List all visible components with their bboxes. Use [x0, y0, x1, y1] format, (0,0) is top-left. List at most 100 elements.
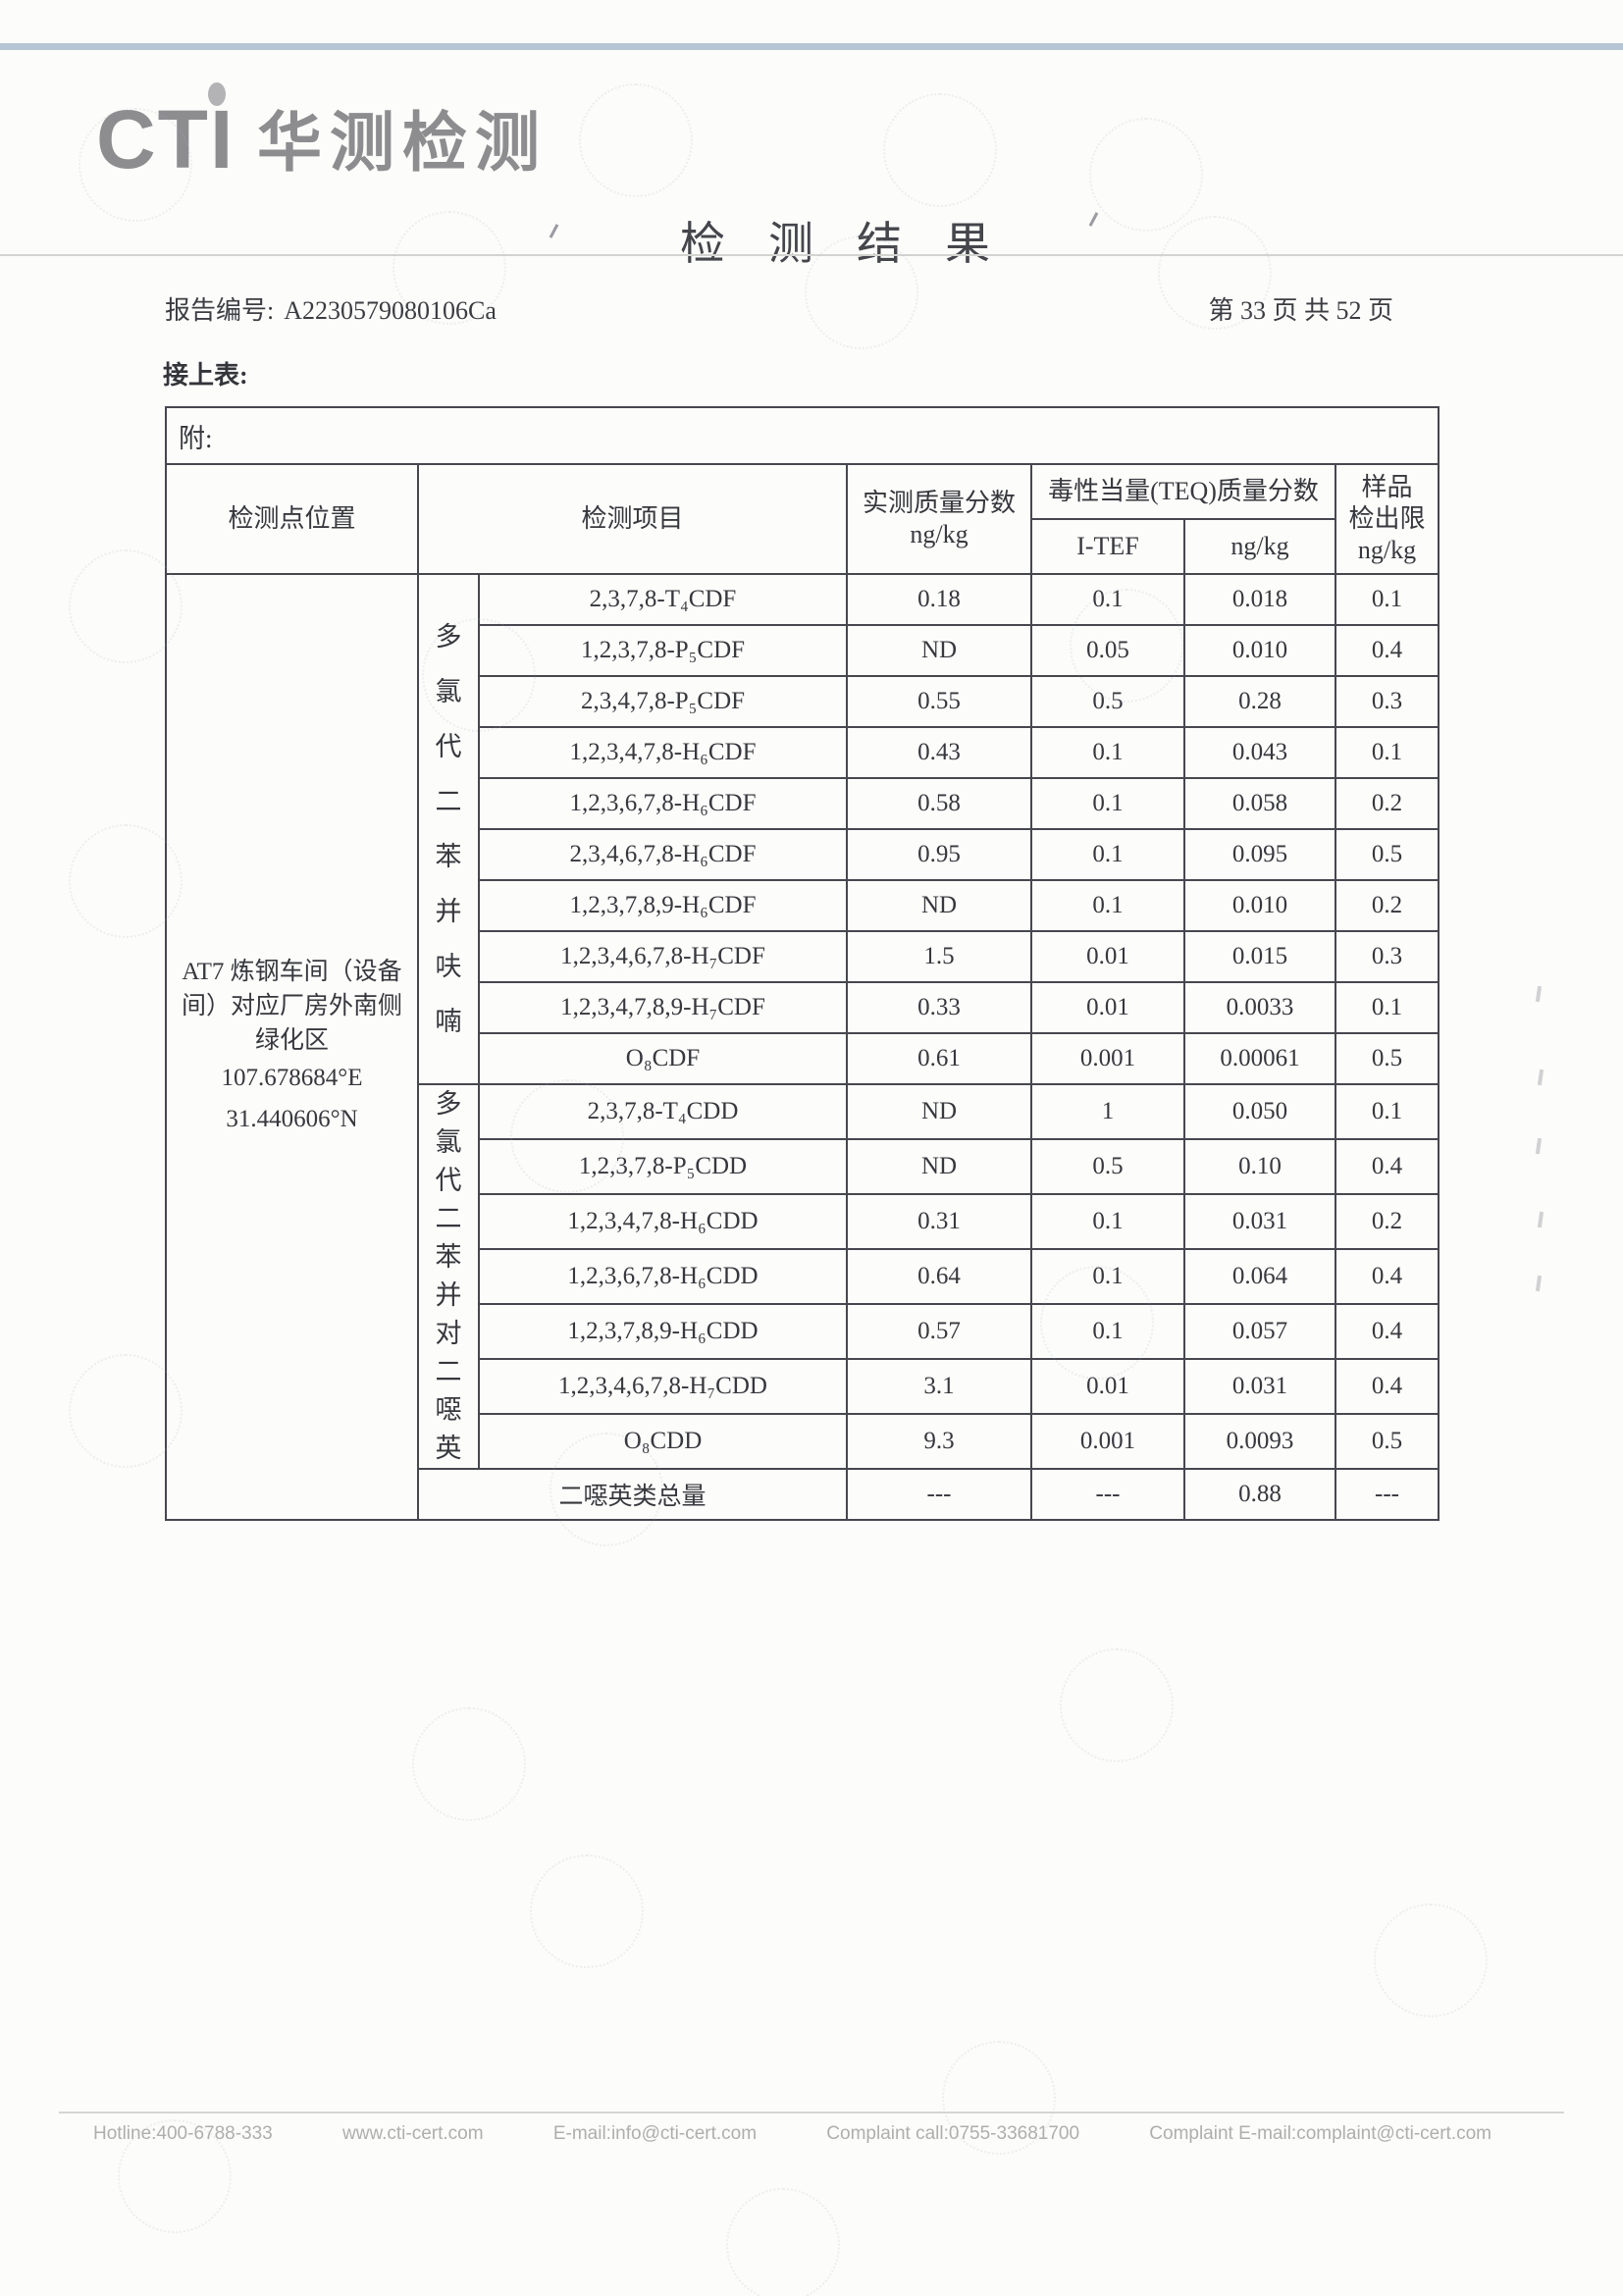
teq-value: 0.058	[1183, 777, 1336, 830]
watermark-stamp	[510, 1079, 624, 1193]
limit-value: 0.5	[1334, 1413, 1440, 1470]
itef-value: 0.01	[1030, 981, 1185, 1034]
table-row: 1,2,3,4,6,7,8-H₇CDD 3.1 0.01 0.031 0.4	[166, 1358, 1440, 1415]
itef-value: 0.1	[1030, 879, 1185, 932]
scan-artifact	[1537, 1069, 1544, 1086]
watermark-stamp	[726, 2188, 840, 2296]
col-header-item: 检测项目	[417, 463, 848, 575]
table-row: 多氯代二苯并对二噁英 2,3,7,8-T₄CDD ND 1 0.050 0.1	[166, 1083, 1440, 1470]
limit-value: 0.1	[1334, 573, 1440, 626]
table-row: 1,2,3,4,7,8-H₆CDF 0.43 0.1 0.043 0.1	[166, 726, 1440, 779]
scan-artifact	[1535, 1137, 1543, 1155]
table-row: 1,2,3,7,8,9-H₆CDF ND 0.1 0.010 0.2	[166, 879, 1440, 932]
measured-value: ND	[846, 879, 1032, 932]
col-header-location: 检测点位置	[165, 463, 419, 575]
limit-value: 0.4	[1334, 1248, 1440, 1305]
limit-value: 0.3	[1334, 930, 1440, 983]
watermark-stamp	[1040, 1266, 1154, 1380]
watermark-stamp	[69, 1354, 183, 1468]
footer-complaint-email: Complaint E-mail:complaint@cti-cert.com	[1149, 2123, 1492, 2144]
teq-value: 0.0093	[1183, 1413, 1336, 1470]
col-header-limit: 样品 检出限 ng/kg	[1334, 463, 1440, 575]
limit-value: 0.4	[1334, 1303, 1440, 1360]
itef-value: 0.1	[1030, 828, 1185, 881]
measured-unit: ng/kg	[910, 520, 969, 548]
watermark-stamp	[393, 211, 506, 325]
limit-value: 0.4	[1334, 624, 1440, 677]
sampling-point-longitude: 107.678684°E	[221, 1064, 363, 1091]
teq-value: 0.031	[1183, 1358, 1336, 1415]
analyte-name: 1,2,3,7,8-P₅CDF	[478, 624, 848, 677]
teq-value: 0.043	[1183, 726, 1336, 779]
watermark-stamp	[1070, 589, 1183, 703]
limit-value: 0.1	[1334, 981, 1440, 1034]
total-teq: 0.88	[1183, 1468, 1336, 1521]
limit-value: 0.2	[1334, 777, 1440, 830]
col-header-itef: I-TEF	[1030, 518, 1185, 575]
attachment-label: 附:	[164, 406, 1440, 465]
limit-label-1: 样品	[1361, 473, 1413, 501]
results-table: 附: 检测点位置 检测项目 实测质量分数 ng/kg 毒性当量(TEQ)质量分数…	[164, 406, 1440, 1521]
measured-value: 0.58	[846, 777, 1032, 830]
table-row: O₈CDD 9.3 0.001 0.0093 0.5	[166, 1413, 1440, 1470]
measured-value: 1.5	[846, 930, 1032, 983]
limit-value: 0.1	[1334, 726, 1440, 779]
table-row: O₈CDF 0.61 0.001 0.00061 0.5	[166, 1032, 1440, 1085]
watermark-stamp	[1374, 1904, 1488, 2017]
itef-value: 0.001	[1030, 1032, 1185, 1085]
teq-value: 0.010	[1183, 879, 1336, 932]
analyte-name: O₈CDF	[478, 1032, 848, 1085]
total-itef: ---	[1030, 1468, 1185, 1521]
analyte-name: 1,2,3,4,7,8-H₆CDF	[478, 726, 848, 779]
teq-value: 0.095	[1183, 828, 1336, 881]
measured-value: 0.33	[846, 981, 1032, 1034]
teq-value: 0.018	[1183, 573, 1336, 626]
top-accent-line	[0, 43, 1623, 50]
measured-value: ND	[846, 1083, 1032, 1140]
analyte-name: 2,3,4,6,7,8-H₆CDF	[478, 828, 848, 881]
teq-value: 0.00061	[1183, 1032, 1336, 1085]
scan-artifact	[1535, 1275, 1543, 1292]
limit-unit: ng/kg	[1357, 536, 1417, 564]
col-header-teq-unit: ng/kg	[1183, 518, 1336, 575]
analyte-name: 1,2,3,6,7,8-H₆CDD	[478, 1248, 848, 1305]
measured-value: 0.61	[846, 1032, 1032, 1085]
teq-value: 0.28	[1183, 675, 1336, 728]
measured-value: 3.1	[846, 1358, 1032, 1415]
limit-value: 0.4	[1334, 1358, 1440, 1415]
footer-divider	[59, 2112, 1564, 2113]
watermark-stamp	[883, 93, 997, 207]
watermark-stamp	[550, 1433, 663, 1546]
measured-value: 0.64	[846, 1248, 1032, 1305]
limit-value: 0.5	[1334, 828, 1440, 881]
itef-value: 1	[1030, 1083, 1185, 1140]
watermark-stamp	[69, 824, 183, 938]
teq-value: 0.010	[1183, 624, 1336, 677]
teq-value: 0.057	[1183, 1303, 1336, 1360]
itef-value: 0.001	[1030, 1413, 1185, 1470]
teq-value: 0.0033	[1183, 981, 1336, 1034]
limit-value: 0.2	[1334, 1193, 1440, 1250]
analyte-name: 1,2,3,4,6,7,8-H₇CDF	[478, 930, 848, 983]
measured-value: 9.3	[846, 1413, 1032, 1470]
measured-value: 0.55	[846, 675, 1032, 728]
measured-value: 0.43	[846, 726, 1032, 779]
limit-value: 0.1	[1334, 1083, 1440, 1140]
watermark-stamp	[118, 2119, 232, 2233]
col-header-teq-group: 毒性当量(TEQ)质量分数	[1030, 463, 1336, 520]
analyte-name: 1,2,3,4,7,8,9-H₇CDF	[478, 981, 848, 1034]
measured-value: 0.57	[846, 1303, 1032, 1360]
itef-value: 0.01	[1030, 930, 1185, 983]
header-row-2: I-TEF ng/kg	[166, 518, 1439, 575]
itef-value: 0.1	[1030, 1193, 1185, 1250]
cti-logo-dot-icon	[208, 82, 226, 106]
continued-note: 接上表:	[163, 361, 248, 390]
cti-logo-chinese: 华测检测	[257, 106, 548, 179]
teq-value: 0.064	[1183, 1248, 1336, 1305]
sampling-point-latitude: 31.440606°N	[226, 1105, 358, 1132]
report-number-label: 报告编号:	[165, 296, 275, 325]
limit-value: 0.2	[1334, 879, 1440, 932]
itef-value: 0.1	[1030, 726, 1185, 779]
table-row: 1,2,3,7,8,9-H₆CDD 0.57 0.1 0.057 0.4	[166, 1303, 1440, 1360]
